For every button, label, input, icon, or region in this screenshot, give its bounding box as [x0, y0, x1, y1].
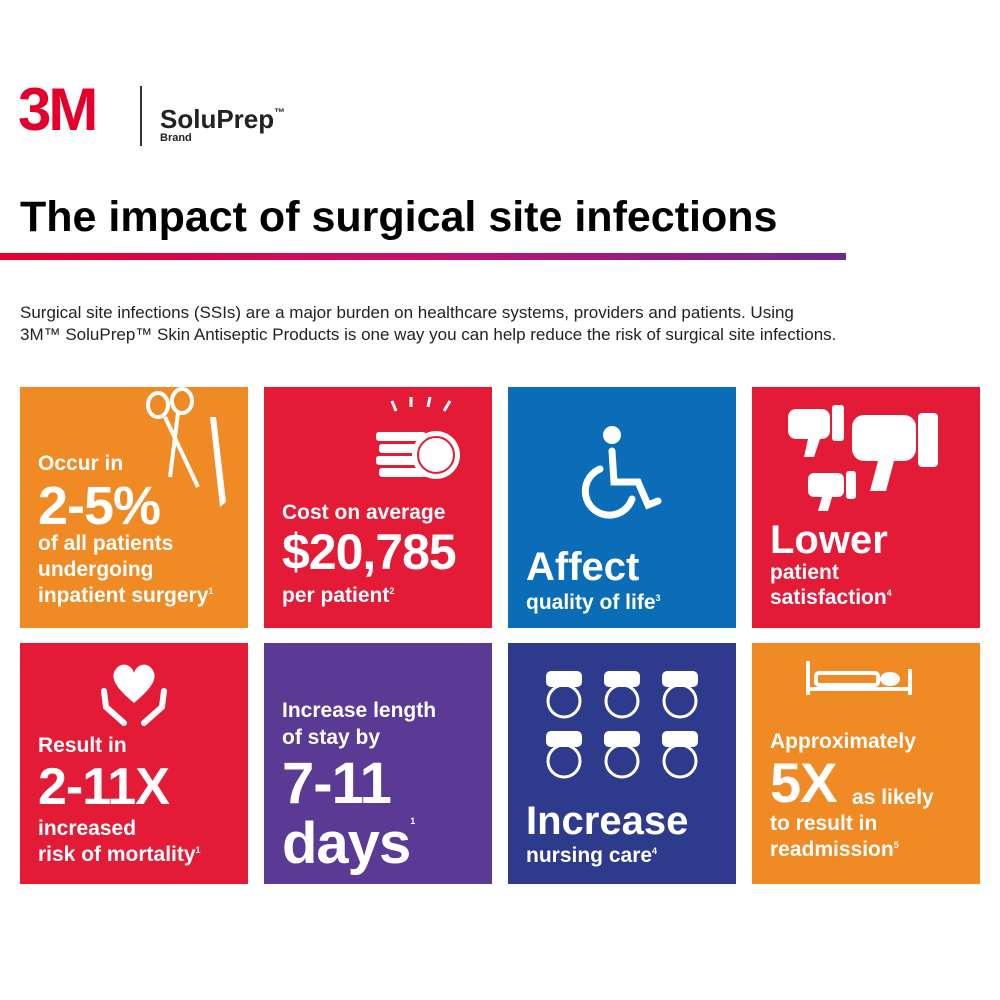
tile-stat: Increase [526, 799, 689, 843]
tile-stat: 7-11 [282, 751, 392, 816]
tile-text: Increase length [282, 699, 437, 722]
tile-stat: Affect [526, 545, 640, 589]
tile-text: undergoing [38, 558, 154, 581]
tile-text: quality of life3 [526, 592, 661, 613]
intro-line: 3M™ SoluPrep™ Skin Antiseptic Products i… [20, 325, 837, 344]
tile: Affect quality of life3 [508, 387, 736, 628]
footnote: 4 [886, 588, 892, 598]
tile-text: satisfaction4 [770, 587, 892, 608]
tile-text: satisfaction [770, 586, 887, 609]
tile: Cost on average $20,785 per patient2 [264, 387, 492, 628]
tile-stat: 2-5% [38, 476, 161, 536]
tile: Increase length of stay by 7-11 days1 [264, 643, 492, 884]
footnote: 1 [410, 816, 415, 826]
tile-stat: Lower [770, 518, 888, 562]
coins-icon [376, 396, 460, 479]
logo: 3M [18, 76, 98, 143]
scissors-icon [146, 387, 226, 507]
tile-text: to result in [770, 812, 878, 835]
footnote: 5 [893, 840, 899, 850]
tile-text: as likely [852, 786, 934, 809]
tile-text: Approximately [770, 730, 916, 753]
tile: Increase nursing care4 [508, 643, 736, 884]
tile-text: risk of mortality [38, 843, 196, 866]
tile-text: Result in [38, 734, 127, 757]
tile-text: of all patients [38, 532, 174, 555]
tile-text: increased [38, 817, 137, 840]
tile-text: inpatient surgery1 [38, 585, 213, 606]
brand-tm: ™ [274, 107, 286, 119]
footnote: 2 [389, 586, 395, 596]
tile-text: risk of mortality1 [38, 844, 201, 865]
title-rule [0, 253, 846, 260]
footnote: 1 [195, 845, 201, 855]
intro-line: Surgical site infections (SSIs) are a ma… [20, 303, 794, 322]
heart-hands-icon [101, 664, 167, 726]
divider [140, 86, 142, 146]
bed-icon [806, 661, 912, 695]
tile-text: per patient [282, 584, 390, 607]
footnote: 4 [652, 846, 658, 856]
tile-text: Cost on average [282, 501, 446, 524]
title: The impact of surgical site infections [20, 193, 778, 241]
tile-text: of stay by [282, 726, 381, 749]
tile-stat: $20,785 [282, 524, 457, 580]
footnote: 3 [655, 593, 661, 603]
tile-text: nursing care [526, 844, 653, 867]
tile: Approximately 5X as likely to result in … [752, 643, 980, 884]
thumbs-down-icon [788, 405, 938, 511]
tile-text: nursing care4 [526, 845, 657, 866]
tile-text: quality of life [526, 591, 656, 614]
tile-stat: 2-11X [38, 758, 170, 816]
tile-stat: days1 [282, 815, 415, 873]
tile: Occur in 2-5% of all patients undergoing… [20, 387, 248, 628]
tile-text: readmission5 [770, 839, 899, 860]
wheelchair-icon [581, 426, 662, 519]
tile-text: per patient2 [282, 585, 394, 606]
nurses-icon [546, 671, 698, 779]
tile-text: inpatient surgery [38, 584, 209, 607]
tile-text: readmission [770, 838, 894, 861]
tile: Result in 2-11X increased risk of mortal… [20, 643, 248, 884]
footnote: 1 [208, 586, 214, 596]
tile-text: patient [770, 561, 839, 584]
tile-text: Occur in [38, 452, 124, 475]
brand: SoluPrep™ [160, 106, 285, 132]
tile-stat: 5X [770, 751, 837, 814]
brand-sub: Brand [160, 132, 192, 144]
tile-stat: days [282, 811, 411, 876]
brand-name: SoluPrep [160, 104, 275, 134]
tile: Lower patient satisfaction4 [752, 387, 980, 628]
